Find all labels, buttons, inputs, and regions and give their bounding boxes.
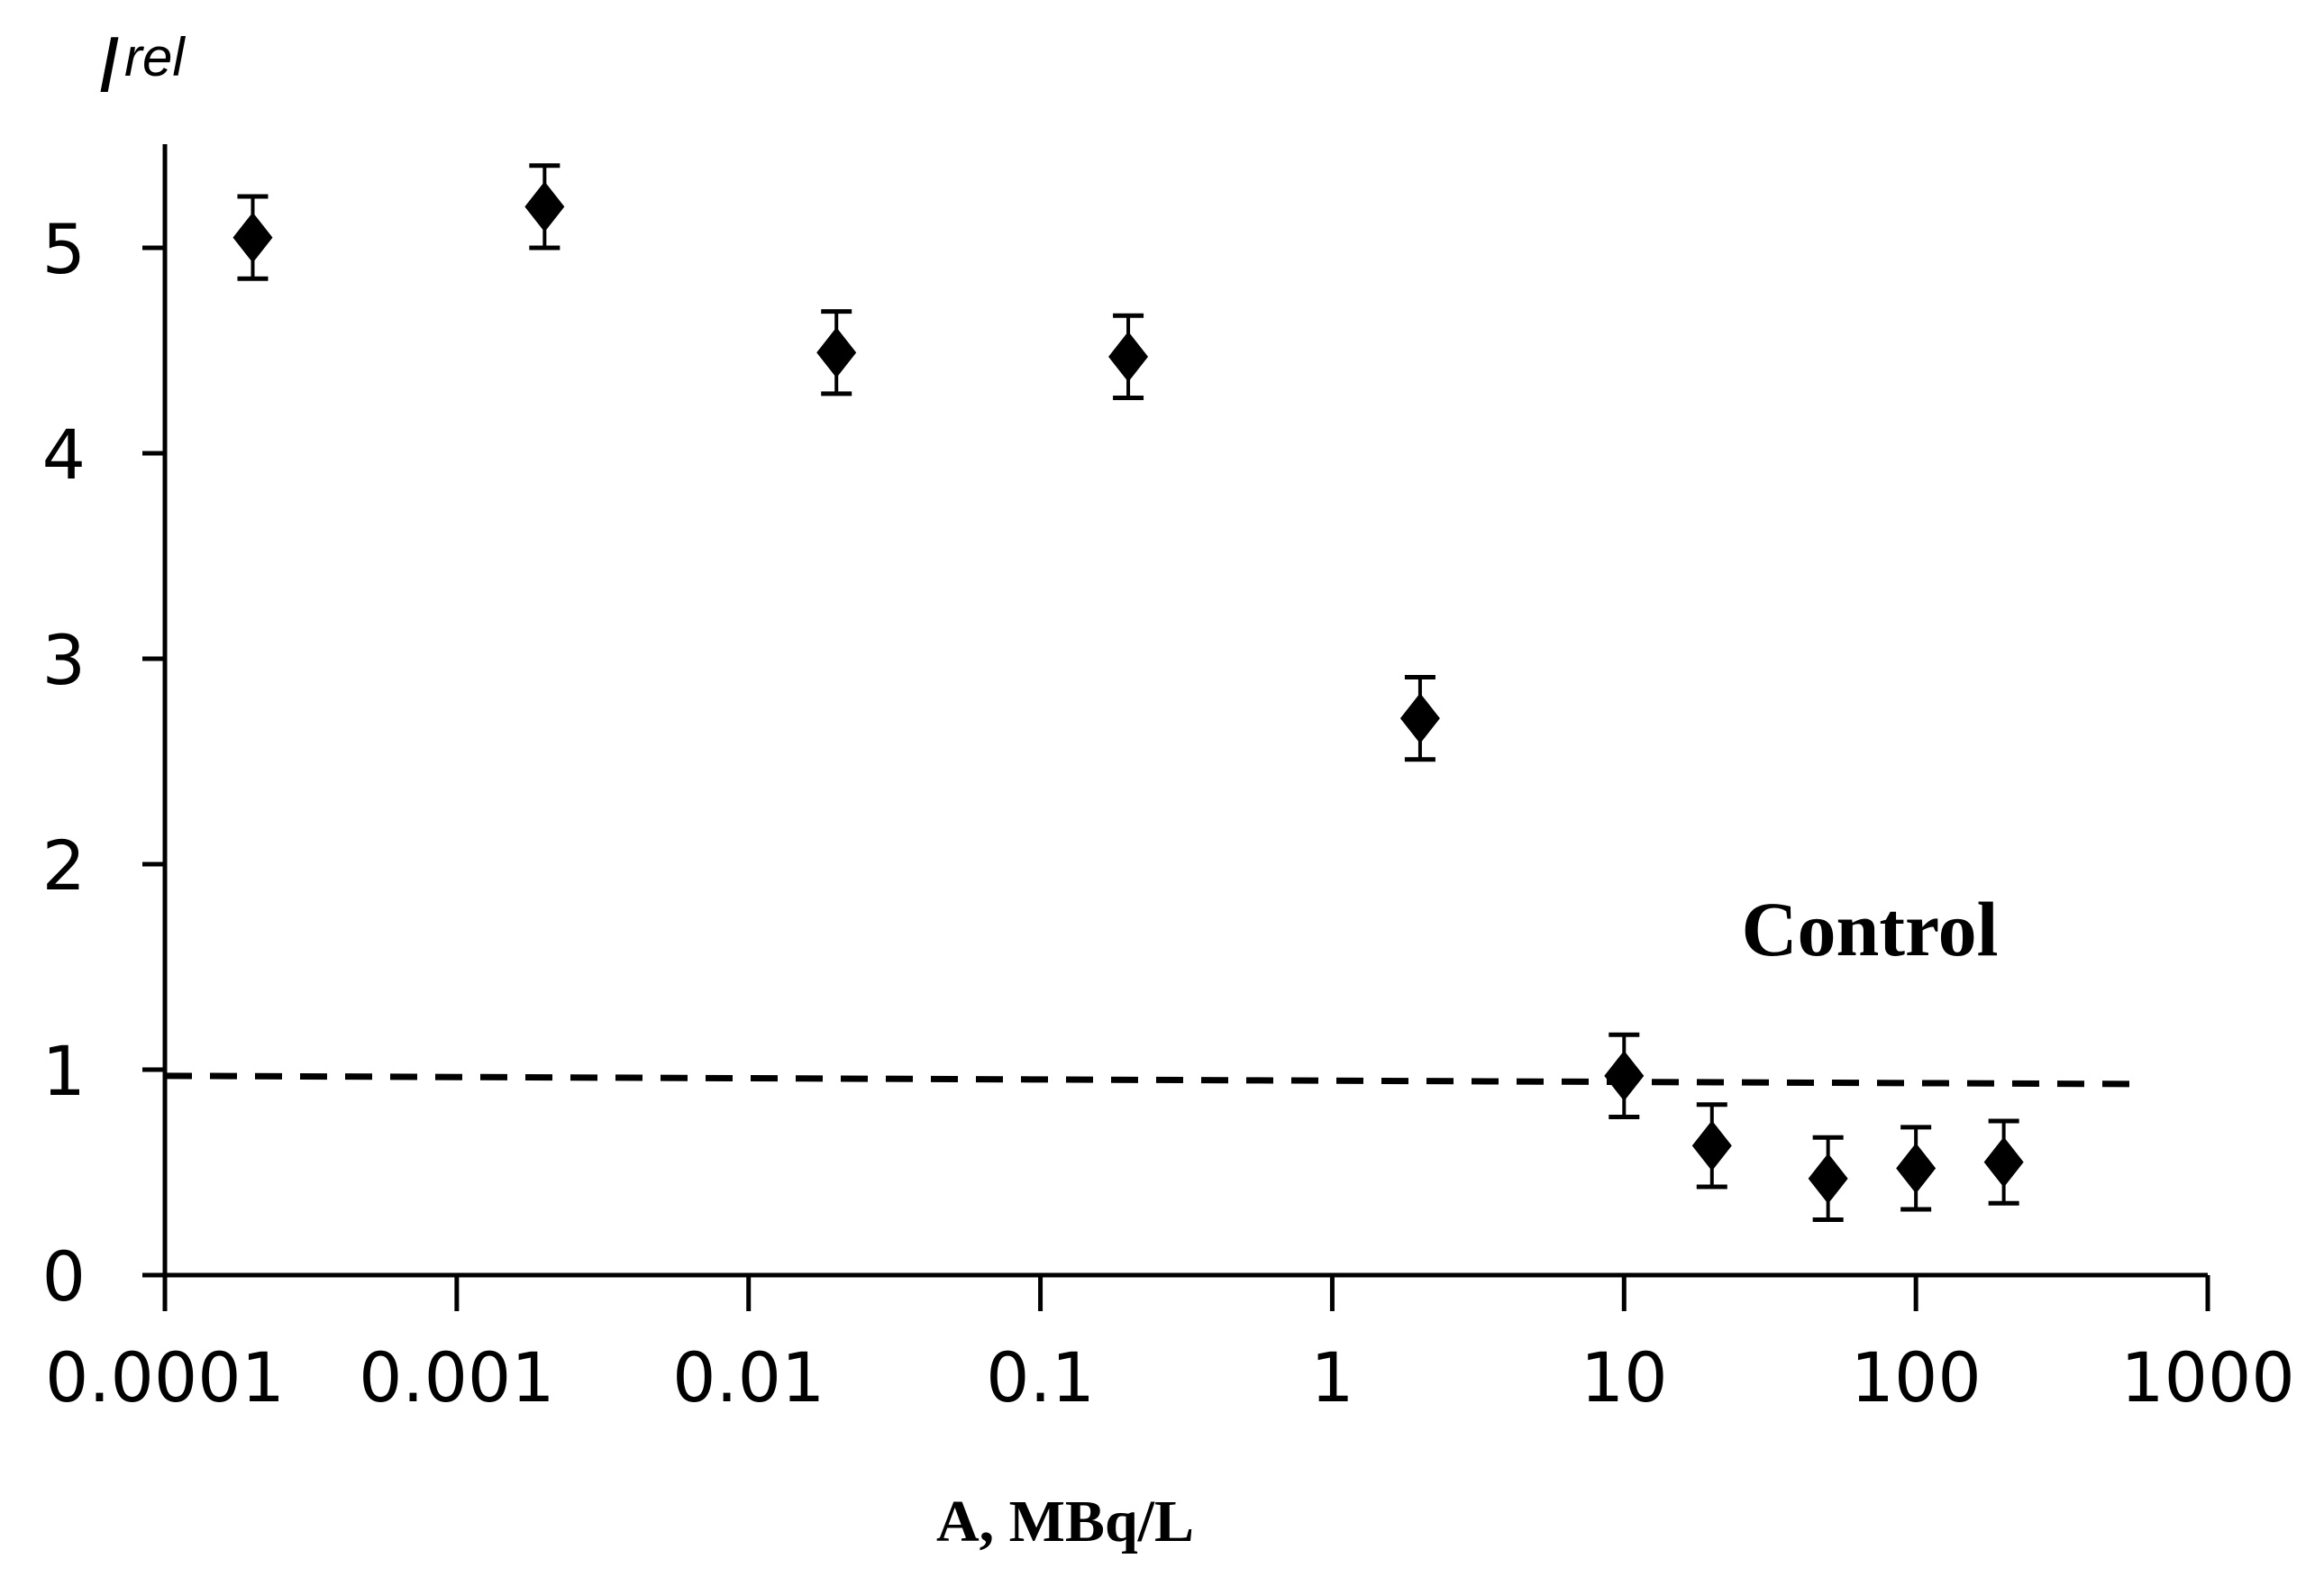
x-tick-label: 0.01: [672, 1337, 825, 1417]
diamond-marker: [232, 212, 273, 263]
y-tick-label: 3: [42, 620, 86, 700]
x-tick-label: 1000: [2120, 1337, 2294, 1417]
data-point: [1691, 1102, 1732, 1190]
data-point: [1604, 1032, 1645, 1119]
data-point: [816, 309, 857, 397]
diamond-marker: [1399, 693, 1440, 744]
y-tick-label: 0: [42, 1236, 86, 1317]
data-point: [1896, 1125, 1937, 1212]
y-tick-label: 2: [42, 825, 86, 906]
x-tick-label: 0.0001: [45, 1337, 285, 1417]
x-tick-label: 0.001: [359, 1337, 555, 1417]
diamond-marker: [816, 327, 857, 378]
x-axis-label: A, MBq/L: [936, 1489, 1194, 1554]
data-point: [1983, 1118, 2024, 1206]
y-tick-label: 1: [42, 1031, 86, 1111]
axes: [162, 144, 2208, 1278]
data-point: [1399, 675, 1440, 762]
control-dashed-line: [164, 1072, 2144, 1088]
control-line-group: [164, 1072, 2144, 1088]
x-tick-label: 10: [1581, 1337, 1668, 1417]
x-tick-label: 1: [1310, 1337, 1353, 1417]
data-point: [232, 194, 273, 281]
x-tick-label: 0.1: [986, 1337, 1095, 1417]
y-tick-label: 4: [42, 415, 86, 495]
diamond-marker: [1808, 1153, 1848, 1204]
diamond-marker: [1691, 1120, 1732, 1171]
diamond-marker: [524, 181, 565, 232]
data-point: [524, 163, 565, 251]
y-axis-label: I: [97, 20, 119, 109]
x-tick-label: 100: [1851, 1337, 1982, 1417]
data-point: [1808, 1135, 1848, 1222]
y-axis-label-superscript: rel: [124, 27, 186, 87]
diamond-marker: [1108, 331, 1149, 382]
ticks: 0.0001 0.001 0.01 0.1 1 10 100 1000 0 1 2 3 4 5: [42, 209, 2295, 1417]
diamond-marker: [1983, 1136, 2024, 1188]
diamond-marker: [1896, 1143, 1937, 1194]
y-tick-label: 5: [42, 209, 86, 289]
data-point: [1108, 313, 1149, 400]
control-annotation: Control: [1741, 886, 1998, 972]
diamond-marker: [1604, 1050, 1645, 1101]
data-points: [232, 163, 2024, 1222]
